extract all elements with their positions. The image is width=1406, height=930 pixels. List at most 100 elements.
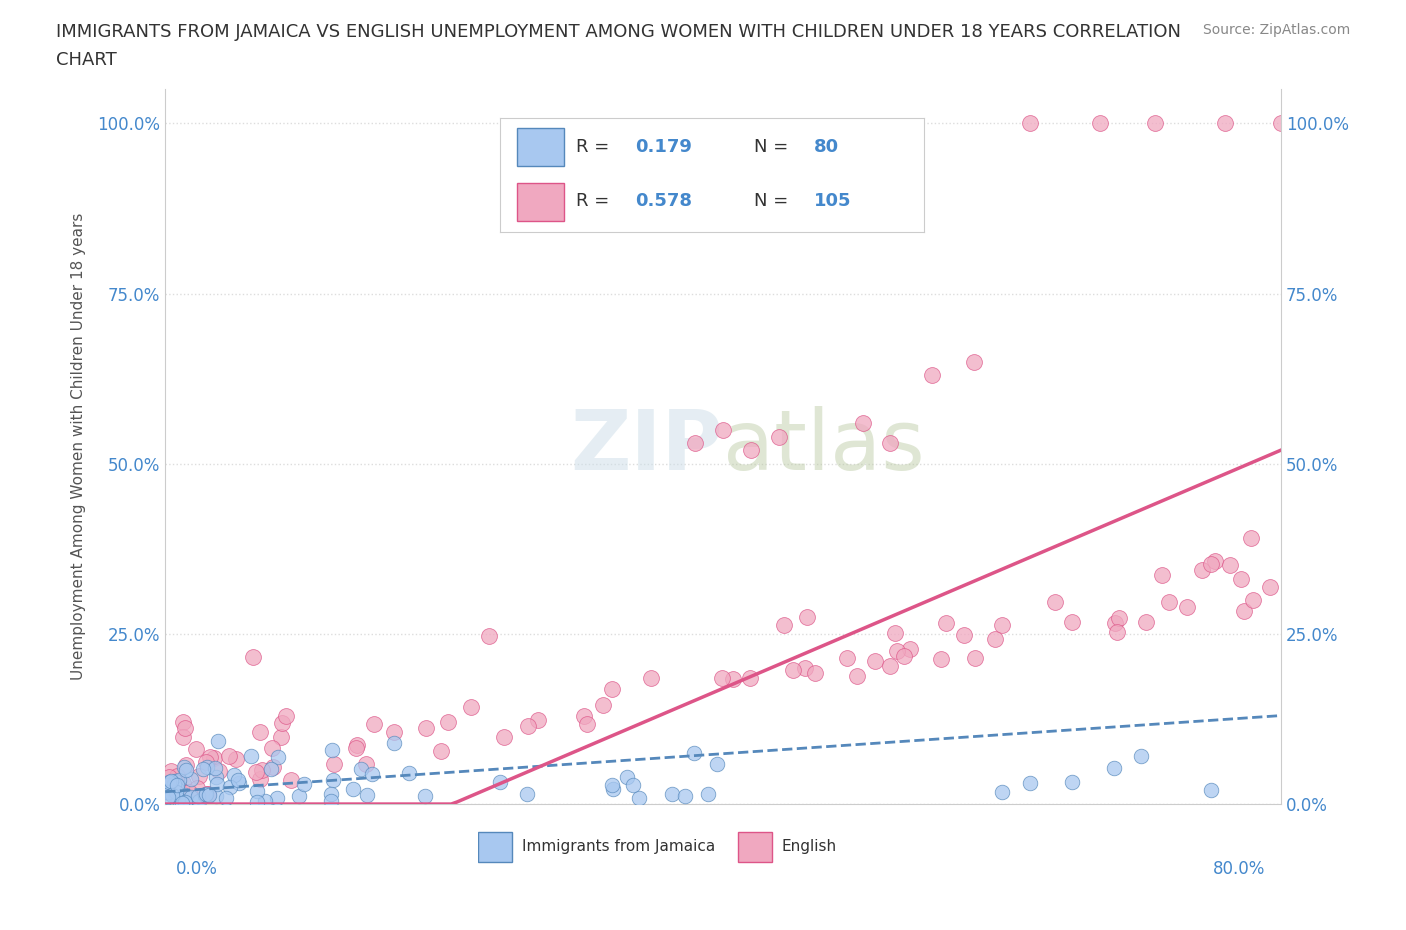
Point: [600, 682, 623, 697]
Point: [592, 698, 614, 713]
Point: [172, 715, 194, 730]
Point: [963, 354, 986, 369]
Point: [162, 787, 184, 802]
Point: [398, 766, 420, 781]
Point: [172, 730, 194, 745]
Point: [782, 662, 804, 677]
Point: [346, 738, 368, 753]
Point: [886, 644, 908, 658]
Point: [166, 777, 188, 792]
Point: [1019, 116, 1042, 131]
Point: [292, 777, 315, 791]
Point: [172, 776, 194, 790]
Point: [173, 720, 195, 735]
Point: [574, 708, 596, 723]
Point: [1219, 558, 1241, 573]
Point: [200, 750, 222, 764]
Point: [187, 789, 209, 804]
Point: [477, 629, 499, 644]
Point: [218, 779, 240, 794]
Point: [1240, 531, 1263, 546]
Point: [879, 658, 901, 673]
Point: [160, 764, 183, 778]
Point: [207, 734, 229, 749]
Point: [991, 785, 1014, 800]
Point: [990, 618, 1012, 632]
Point: [179, 785, 201, 800]
Point: [953, 627, 976, 642]
Point: [1204, 553, 1226, 568]
Point: [575, 717, 598, 732]
Point: [215, 790, 238, 805]
Point: [222, 767, 245, 782]
Point: [260, 741, 283, 756]
Point: [162, 777, 184, 791]
Point: [1258, 579, 1281, 594]
Point: [1199, 556, 1222, 571]
Point: [156, 784, 179, 799]
Point: [186, 795, 208, 810]
Point: [266, 790, 288, 805]
Point: [437, 715, 460, 730]
Point: [202, 751, 225, 766]
Point: [193, 762, 215, 777]
Point: [721, 671, 744, 686]
Point: [260, 762, 283, 777]
Point: [156, 777, 179, 792]
Point: [711, 422, 734, 437]
Text: ZIP: ZIP: [571, 406, 723, 487]
Point: [205, 770, 228, 785]
Point: [740, 443, 762, 458]
Point: [271, 715, 294, 730]
Point: [415, 721, 437, 736]
Point: [1175, 599, 1198, 614]
Point: [165, 788, 187, 803]
Point: [205, 789, 228, 804]
Point: [166, 769, 188, 784]
Point: [165, 785, 187, 800]
Point: [249, 724, 271, 739]
Point: [1135, 615, 1157, 630]
Point: [166, 775, 188, 790]
Point: [935, 615, 957, 630]
Point: [1241, 592, 1264, 607]
Point: [794, 660, 817, 675]
Point: [673, 789, 696, 804]
Point: [157, 775, 180, 790]
Point: [321, 742, 343, 757]
Point: [363, 717, 385, 732]
Point: [1270, 116, 1292, 131]
Point: [1191, 563, 1213, 578]
Point: [837, 650, 859, 665]
Point: [621, 777, 644, 792]
Point: [1104, 616, 1126, 631]
Point: [167, 773, 190, 788]
Point: [921, 368, 943, 383]
Point: [156, 790, 179, 804]
Point: [879, 436, 901, 451]
Point: [322, 757, 344, 772]
Point: [429, 744, 451, 759]
Point: [526, 713, 548, 728]
Point: [174, 763, 197, 777]
Point: [884, 626, 907, 641]
Text: atlas: atlas: [723, 406, 925, 487]
Point: [682, 746, 704, 761]
Point: [163, 773, 186, 788]
Text: 0.0%: 0.0%: [176, 860, 218, 878]
Point: [276, 709, 298, 724]
Point: [740, 671, 762, 686]
Point: [851, 416, 873, 431]
Point: [350, 762, 373, 777]
Point: [267, 750, 290, 764]
Point: [242, 650, 264, 665]
Point: [460, 699, 482, 714]
Point: [157, 785, 180, 800]
Point: [492, 729, 515, 744]
Point: [249, 772, 271, 787]
Point: [342, 782, 364, 797]
Point: [186, 742, 208, 757]
Point: [280, 773, 302, 788]
Point: [207, 777, 229, 791]
Point: [250, 763, 273, 777]
